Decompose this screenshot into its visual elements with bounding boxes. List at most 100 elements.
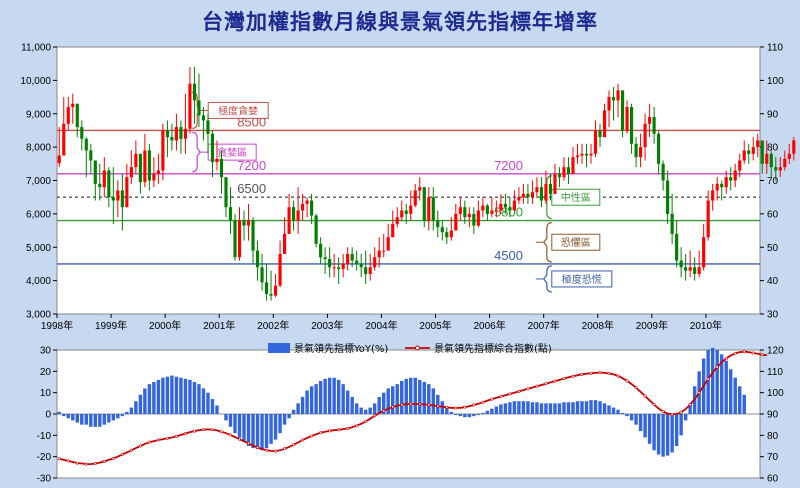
- x-tick-label: 2009年: [636, 319, 668, 332]
- candle-body: [296, 210, 300, 221]
- legend-swatch-marker: [415, 345, 420, 351]
- yoy-bar: [143, 388, 147, 414]
- yoy-bar: [107, 414, 111, 423]
- candle-body: [341, 263, 345, 269]
- candle-body: [71, 103, 75, 108]
- composite-point: [120, 453, 124, 457]
- composite-point: [391, 405, 395, 409]
- y-tick-label: 30: [40, 346, 52, 357]
- candle-body: [666, 180, 670, 214]
- composite-point: [346, 427, 350, 431]
- yoy-bar: [134, 401, 138, 414]
- composite-point: [147, 440, 151, 444]
- composite-point: [661, 409, 665, 413]
- candle-body: [310, 200, 314, 216]
- candle-body: [206, 120, 210, 134]
- y2-tick-label: 60: [767, 474, 779, 485]
- candle-body: [769, 153, 773, 168]
- candle-body: [499, 203, 503, 211]
- yoy-bar: [215, 405, 219, 414]
- candle-body: [273, 285, 278, 296]
- candle-body: [463, 207, 467, 218]
- candle-body: [355, 260, 359, 264]
- yoy-bar: [422, 382, 426, 414]
- composite-point: [553, 379, 557, 383]
- composite-point: [670, 412, 674, 416]
- yoy-bar: [544, 403, 548, 414]
- candle-body: [440, 227, 444, 233]
- candle-body: [571, 157, 575, 174]
- candle-body: [192, 83, 197, 101]
- y-tick-label: 8,000: [26, 143, 51, 154]
- composite-point: [526, 387, 530, 391]
- y2-tick-label: 90: [767, 410, 779, 421]
- yoy-bar: [350, 396, 354, 414]
- composite-point: [724, 357, 728, 361]
- yoy-bar: [683, 414, 688, 421]
- candle-body: [783, 158, 787, 168]
- yoy-bar: [125, 411, 129, 414]
- yoy-bar: [571, 402, 575, 414]
- yoy-bar: [539, 403, 544, 414]
- candle-body: [530, 192, 535, 198]
- candle-body: [503, 203, 507, 208]
- legend-swatch-bar: [268, 343, 290, 353]
- candle-body: [729, 177, 733, 181]
- candle-body: [332, 267, 336, 269]
- candle-body: [602, 110, 607, 138]
- yoy-bar: [84, 414, 89, 425]
- x-tick-label: 1999年: [95, 319, 127, 332]
- composite-point: [643, 394, 647, 398]
- y-tick-label: 3,000: [26, 310, 51, 321]
- candle-body: [751, 147, 755, 154]
- yoy-bar: [228, 414, 233, 427]
- candle-body: [490, 210, 494, 214]
- candle-body: [319, 243, 323, 258]
- candle-body: [720, 183, 724, 188]
- candle-body: [138, 153, 142, 183]
- composite-point: [328, 429, 332, 433]
- candle-body: [584, 153, 589, 156]
- candle-body: [454, 213, 458, 231]
- composite-point: [562, 377, 566, 381]
- yoy-bar: [111, 414, 116, 421]
- composite-point: [292, 443, 296, 447]
- candle-body: [282, 233, 287, 254]
- yoy-bar: [652, 414, 656, 451]
- candle-body: [391, 223, 395, 238]
- candle-body: [738, 160, 742, 171]
- candle-body: [120, 190, 124, 208]
- yoy-bar: [733, 377, 737, 414]
- candle-body: [224, 177, 228, 208]
- yoy-bar: [233, 414, 237, 434]
- y-tick-label: 11,000: [21, 43, 51, 54]
- candle-body: [575, 155, 580, 158]
- candle-body: [197, 100, 201, 116]
- yoy-bar: [309, 386, 314, 414]
- y-tick-label: 9,000: [26, 109, 51, 120]
- yoy-bar: [418, 379, 422, 414]
- yoy-bar: [719, 354, 724, 414]
- composite-point: [301, 438, 305, 442]
- y-tick-label: -30: [37, 474, 52, 485]
- yoy-bar: [400, 380, 404, 414]
- yoy-bar: [562, 402, 566, 414]
- composite-point: [319, 431, 323, 435]
- yoy-bar: [192, 382, 197, 414]
- candle-body: [521, 193, 525, 198]
- candle-body: [553, 173, 557, 194]
- candle-body: [80, 127, 84, 139]
- candle-body: [670, 213, 674, 234]
- yoy-bar: [354, 403, 359, 414]
- candle-body: [134, 153, 138, 168]
- yoy-bar: [395, 384, 399, 414]
- candle-body: [66, 107, 70, 124]
- candle-body: [629, 107, 634, 144]
- candle-body: [476, 210, 480, 226]
- yoy-bar: [454, 414, 458, 416]
- yoy-bar: [706, 350, 710, 414]
- candle-body: [517, 197, 521, 201]
- yoy-bar: [638, 414, 643, 432]
- candle-body: [323, 257, 327, 259]
- x-tick-label: 2003年: [311, 319, 343, 332]
